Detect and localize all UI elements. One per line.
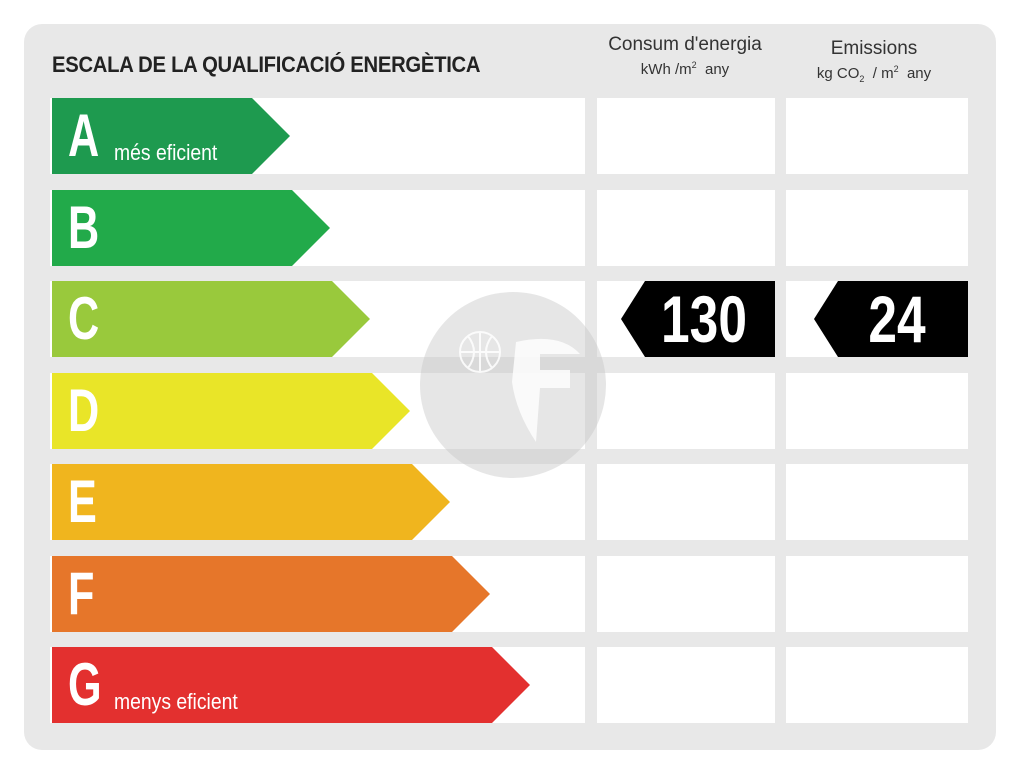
energy-rating-value: 130: [661, 282, 747, 356]
emissions-cell-f: [786, 556, 968, 632]
band-letter-a: A: [68, 102, 100, 169]
band-letter-c: C: [68, 285, 100, 352]
band-sublabel-g: menys eficient: [114, 689, 238, 714]
emissions-column-unit: kg CO2 / m2 any: [816, 64, 932, 84]
page-title: ESCALA DE LA QUALIFICACIÓ ENERGÈTICA: [52, 52, 481, 77]
band-letter-f: F: [68, 560, 95, 627]
emissions-rating-marker: 24: [814, 281, 968, 357]
band-arrow-b: B: [52, 190, 330, 266]
emissions-column-label: Emissions: [830, 38, 918, 59]
band-sublabel-a: més eficient: [114, 140, 218, 165]
emissions-cell-b: [786, 190, 968, 266]
band-letter-b: B: [68, 194, 100, 261]
band-letter-e: E: [68, 468, 97, 535]
emissions-column-header: Emissions kg CO2 / m2 any: [784, 38, 964, 84]
energy-cell-a: [597, 98, 775, 174]
energy-cell-e: [597, 464, 775, 540]
band-arrow-c: C: [52, 281, 370, 357]
band-arrow-e: E: [52, 464, 450, 540]
emissions-cell-a: [786, 98, 968, 174]
band-letter-g: G: [68, 651, 102, 718]
band-letter-d: D: [68, 377, 100, 444]
energy-rating-marker: 130: [621, 281, 775, 357]
energy-column-unit: kWh /m2 any: [640, 60, 730, 78]
emissions-cell-e: [786, 464, 968, 540]
energy-cell-b: [597, 190, 775, 266]
energy-cell-g: [597, 647, 775, 723]
emissions-cell-g: [786, 647, 968, 723]
energy-cell-d: [597, 373, 775, 449]
band-arrow-d: D: [52, 373, 410, 449]
energy-column-header: Consum d'energia kWh /m2 any: [595, 34, 775, 78]
energy-cell-f: [597, 556, 775, 632]
watermark-logo: [420, 292, 606, 478]
band-arrow-f: F: [52, 556, 490, 632]
energy-column-label: Consum d'energia: [608, 34, 762, 55]
emissions-cell-d: [786, 373, 968, 449]
emissions-rating-value: 24: [868, 282, 926, 356]
